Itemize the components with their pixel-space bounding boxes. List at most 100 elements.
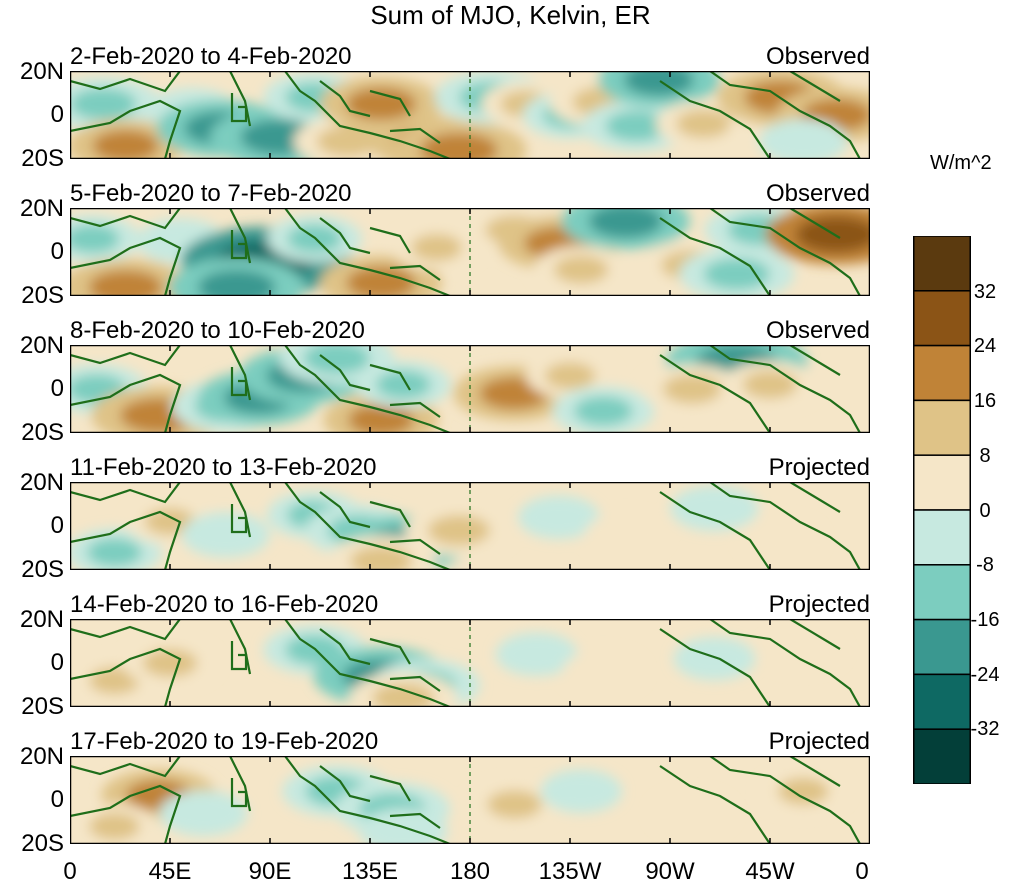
anomaly-core — [70, 88, 137, 120]
x-tick-label: 90E — [248, 858, 292, 885]
colorbar-label: -8 — [976, 554, 994, 576]
y-tick-label: 20N — [19, 606, 64, 633]
colorbar-bin — [913, 618, 971, 676]
anomaly-core — [89, 667, 140, 695]
coastlines — [70, 756, 861, 844]
anomaly-core — [376, 370, 431, 399]
coastline-segment — [789, 482, 841, 513]
coastline-segment — [70, 756, 181, 778]
x-tick-label: 180 — [449, 858, 491, 885]
anomaly-core — [691, 645, 738, 672]
panel-status: Observed — [765, 180, 870, 207]
coastline-segment — [70, 619, 181, 641]
panel-status: Projected — [768, 591, 870, 618]
coastline-segment — [230, 93, 248, 123]
coastline-segment — [369, 637, 411, 665]
coastline-segment — [230, 367, 248, 397]
anomaly-core — [605, 110, 668, 142]
y-tick-label: 20S — [21, 145, 64, 172]
colorbar-bin — [913, 673, 971, 730]
anomaly-core — [88, 270, 163, 296]
coastline-segment — [789, 71, 841, 102]
y-tick-label: 20S — [21, 419, 64, 446]
x-tick-label: 45E — [148, 858, 192, 885]
coastline-segment — [229, 208, 252, 264]
coastline-segment — [389, 401, 441, 418]
y-tick-label: 20N — [19, 195, 64, 222]
coastline-segment — [789, 756, 841, 787]
colorbar-label: -32 — [970, 718, 1000, 740]
coastline-segment — [230, 641, 248, 671]
heatmap-panel — [70, 345, 870, 433]
x-tick-label: 135W — [538, 858, 602, 885]
x-tick-label: 45W — [745, 858, 795, 885]
coastline-segment — [319, 491, 371, 529]
colorbar-label: 24 — [973, 335, 997, 357]
y-tick-label: 0 — [50, 238, 64, 265]
coastline-segment — [284, 208, 451, 296]
heatmap-panel — [70, 619, 870, 707]
coastline-segment — [389, 127, 441, 144]
coastline-segment — [229, 482, 252, 538]
coastline-segment — [284, 482, 451, 570]
anomaly-core — [513, 641, 561, 668]
coastline-segment — [369, 226, 411, 254]
anomaly-core — [668, 800, 716, 827]
coastlines — [70, 619, 861, 707]
x-tick-label: 135E — [341, 858, 399, 885]
panel-date-range: 17-Feb-2020 to 19-Feb-2020 — [70, 728, 379, 755]
anomaly-core — [703, 258, 770, 290]
colorbar-label: 16 — [973, 390, 997, 412]
panel-date-range: 5-Feb-2020 to 7-Feb-2020 — [70, 180, 352, 207]
x-tick-label: 0 — [63, 858, 77, 885]
coastlines — [70, 71, 861, 159]
y-tick-label: 20N — [19, 332, 64, 359]
y-tick-label: 0 — [50, 786, 64, 813]
heatmap-panel — [70, 208, 870, 296]
coastline-segment — [789, 619, 841, 650]
heatmap-panel — [70, 756, 870, 844]
panel-status: Projected — [768, 454, 870, 481]
y-tick-label: 0 — [50, 101, 64, 128]
panel-5: 14-Feb-2020 to 16-Feb-2020 Projected — [70, 593, 870, 707]
anomaly-core — [411, 234, 462, 262]
colorbar-bin — [913, 728, 971, 784]
colorbar-units: W/m^2 — [930, 152, 992, 174]
anomaly-core — [624, 71, 694, 97]
coastline-segment — [229, 619, 252, 675]
colorbar-label: -16 — [970, 609, 1000, 631]
anomaly-core — [557, 778, 605, 805]
coastline-segment — [659, 217, 771, 296]
coastline-segment — [229, 756, 252, 812]
coastline-segment — [70, 647, 182, 707]
anomaly-core — [70, 224, 120, 253]
anomaly-core — [142, 649, 198, 677]
coastline-segment — [389, 675, 441, 692]
panel-1: 2-Feb-2020 to 4-Feb-2020 Observed — [70, 45, 870, 159]
anomaly-core — [778, 127, 829, 155]
colorbar-label: 8 — [979, 445, 991, 467]
coastline-segment — [389, 538, 441, 555]
anomaly-core — [602, 521, 649, 548]
panel-4: 11-Feb-2020 to 13-Feb-2020 Projected — [70, 456, 870, 570]
anomaly-core — [535, 504, 583, 531]
y-tick-label: 20N — [19, 469, 64, 496]
y-tick-label: 20S — [21, 556, 64, 583]
coastline-segment — [789, 345, 841, 376]
anomaly-core — [89, 812, 140, 840]
anomaly-core — [689, 494, 740, 522]
coastline-segment — [659, 354, 771, 433]
colorbar-bin — [913, 399, 971, 456]
anomaly-core — [420, 132, 498, 159]
coastline-segment — [369, 89, 411, 117]
coastline-segment — [230, 230, 248, 260]
coastline-segment — [789, 208, 841, 239]
coastline-segment — [284, 756, 451, 844]
coastline-segment — [230, 504, 248, 534]
anomaly-core — [200, 521, 251, 549]
coastline-segment — [389, 264, 441, 281]
colorbar-bin — [913, 454, 971, 511]
coastline-segment — [319, 354, 371, 392]
y-tick-label: 20N — [19, 743, 64, 770]
y-tick-label: 0 — [50, 375, 64, 402]
